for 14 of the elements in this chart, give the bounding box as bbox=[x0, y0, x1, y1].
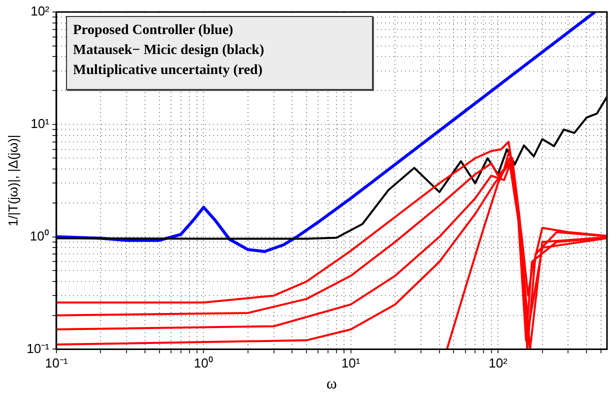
y-tick-label: 10² bbox=[30, 4, 50, 19]
x-tick-label: 10⁰ bbox=[194, 356, 214, 371]
annotation: Proposed Controller (blue) bbox=[73, 22, 234, 40]
y-tick-label: 10⁻¹ bbox=[26, 340, 50, 356]
x-tick-label: 10¹ bbox=[341, 356, 361, 371]
legend-box: Proposed Controller (blue) Matausek− Micic design (black) Multiplicative uncertainty (red) bbox=[66, 16, 373, 90]
annotation: Multiplicative uncertainty (red) bbox=[73, 62, 264, 80]
y-axis-title: 1/|T(jω)|, |Δ(jω)| bbox=[5, 134, 20, 226]
annotation: Matausek− Micic design (black) bbox=[73, 42, 266, 60]
y-tick-label: 10¹ bbox=[30, 116, 50, 131]
y-tick-label: 10⁰ bbox=[30, 228, 50, 244]
x-tick-label: 10² bbox=[488, 356, 508, 371]
x-axis-title: ω bbox=[326, 376, 337, 393]
x-tick-label: 10⁻¹ bbox=[44, 356, 68, 371]
